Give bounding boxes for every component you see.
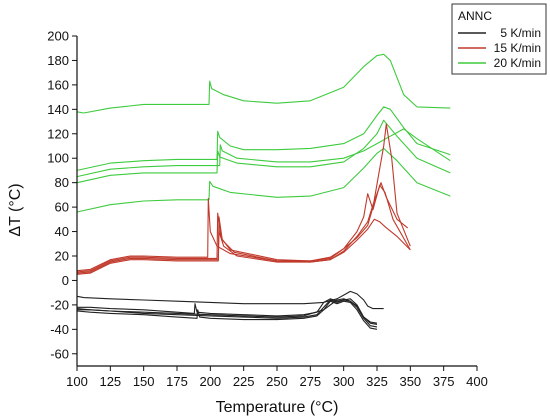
y-tick-label: -60 [50,346,69,361]
legend-label: 15 K/min [494,41,541,55]
y-tick-label: -20 [50,297,69,312]
y-axis-label: ΔT (°C) [7,183,24,236]
x-axis-label: Temperature (°C) [216,399,339,416]
series-line-5 [76,147,451,213]
axes-layer: 100 125 150 175 200 225 250 275 300 325 350 375 400-… [47,29,488,390]
series-line-6 [76,123,411,272]
series-line-13 [76,300,378,330]
series-line-7 [76,184,411,273]
y-tick-label: 160 [47,77,69,92]
x-tick-label: 275 [299,374,321,389]
x-tick-label: 375 [433,374,455,389]
legend-title: ANNC [458,9,492,23]
series-line-11 [77,298,378,325]
series-line-2 [76,106,451,171]
x-tick-label: 325 [366,374,388,389]
legend-label: 5 K/min [500,26,541,40]
x-tick-label: 225 [233,374,255,389]
x-tick-label: 400 [466,374,488,389]
series-line-8 [76,182,409,274]
x-tick-label: 175 [166,374,188,389]
y-tick-label: 120 [47,126,69,141]
legend-label: 20 K/min [494,56,541,70]
y-tick-label: 20 [55,249,69,264]
y-tick-label: -40 [50,322,69,337]
series-line-10 [76,290,384,310]
x-tick-label: 150 [133,374,155,389]
y-tick-label: 140 [47,102,69,117]
y-tick-label: 60 [55,200,69,215]
y-tick-label: 80 [55,175,69,190]
x-tick-label: 300 [333,374,355,389]
series-line-14 [76,298,378,324]
x-tick-label: 100 [66,374,88,389]
x-tick-label: 350 [399,374,421,389]
series-layer [76,53,451,330]
series-line-3 [76,128,451,178]
x-tick-label: 200 [199,374,221,389]
series-line-1 [76,53,451,114]
series-line-9 [76,218,411,275]
series-line-4 [76,119,451,184]
y-tick-label: 200 [47,29,69,44]
y-tick-label: 40 [55,224,69,239]
x-tick-label: 125 [99,374,121,389]
y-tick-label: 0 [62,273,69,288]
y-tick-label: 100 [47,151,69,166]
y-tick-label: 180 [47,53,69,68]
x-tick-label: 250 [266,374,288,389]
series-line-12 [77,299,378,328]
